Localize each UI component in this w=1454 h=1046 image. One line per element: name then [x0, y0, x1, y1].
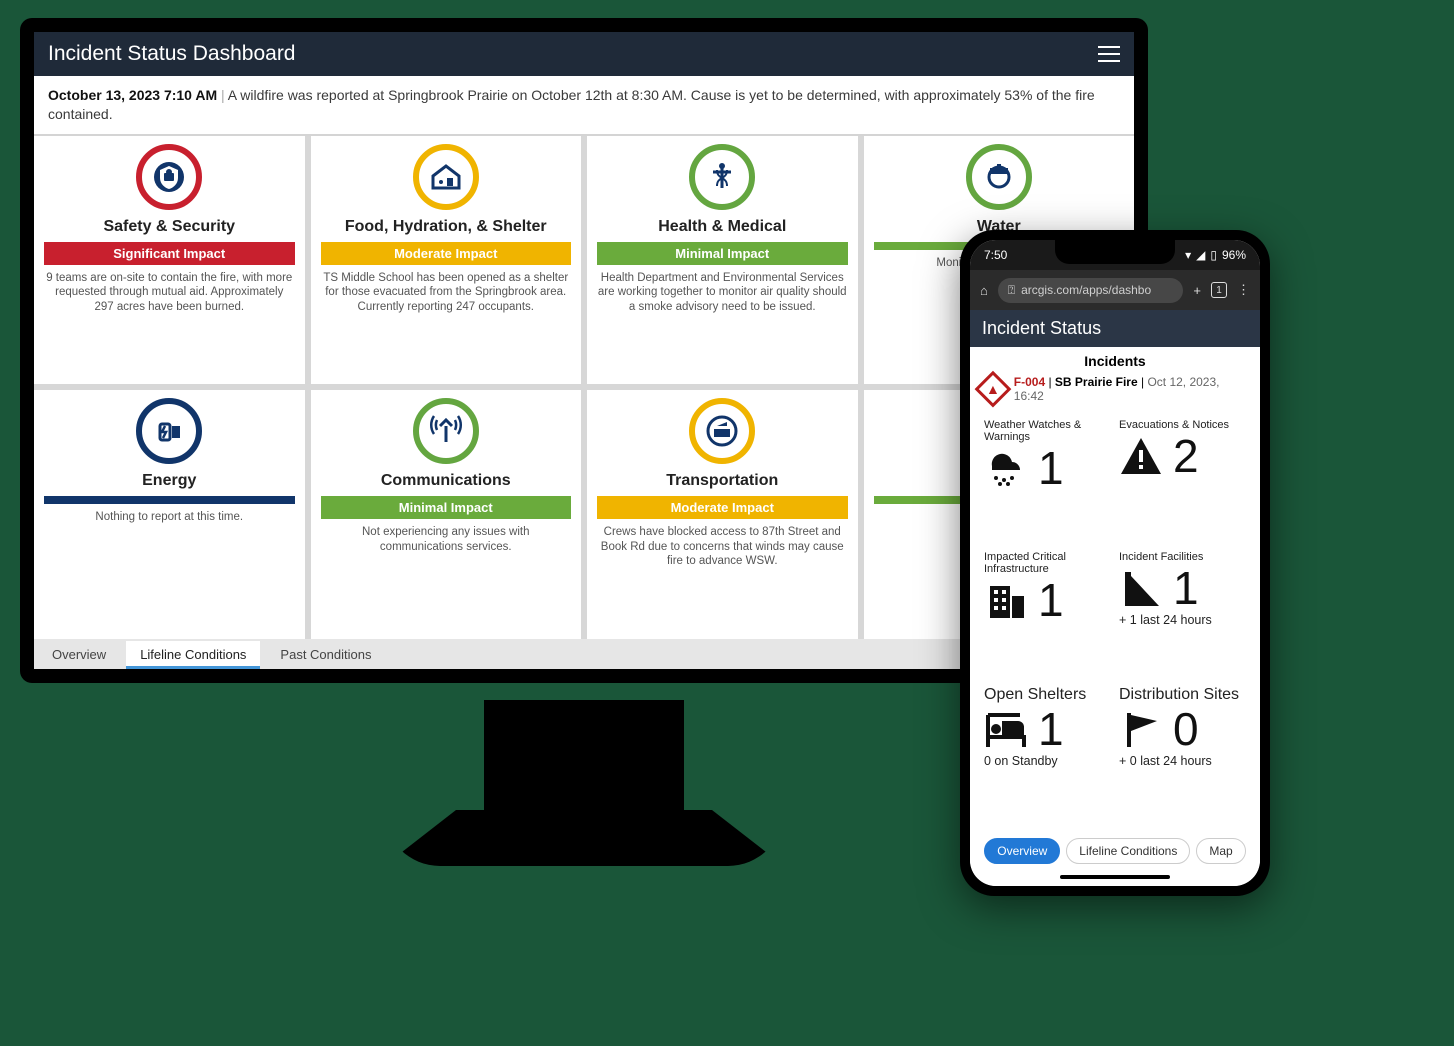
card-description: Crews have blocked access to 87th Street… — [597, 525, 848, 568]
card-title: Energy — [142, 472, 196, 490]
transport-icon — [689, 398, 755, 464]
impact-badge: Significant Impact — [44, 242, 295, 265]
impact-badge: Minimal Impact — [597, 242, 848, 265]
stat-subtext: + 0 last 24 hours — [1119, 754, 1246, 768]
lock-icon: ⍰ — [1008, 283, 1015, 298]
stat-weather[interactable]: Weather Watches & Warnings1 — [984, 419, 1111, 549]
status-timestamp: October 13, 2023 7:10 AM — [48, 87, 217, 103]
card-title: Transportation — [666, 472, 778, 490]
lifeline-card-energy[interactable]: Energy Nothing to report at this time. — [34, 390, 305, 639]
card-title: Safety & Security — [103, 218, 235, 236]
card-description: TS Middle School has been opened as a sh… — [321, 271, 572, 314]
dashboard-title: Incident Status Dashboard — [48, 42, 296, 66]
stat-value: 1 — [1038, 706, 1064, 752]
dashboard-header: Incident Status Dashboard — [34, 32, 1134, 76]
safety-icon — [136, 144, 202, 210]
stat-label: Open Shelters — [984, 686, 1111, 704]
phone-status-icons: ▾ ◢ ▯ 96% — [1185, 248, 1246, 262]
card-description: Nothing to report at this time. — [95, 510, 243, 524]
phone-tab-bar: OverviewLifeline ConditionsMap — [970, 832, 1260, 868]
stat-bed[interactable]: Open Shelters 1 0 on Standby — [984, 686, 1111, 826]
lifeline-card-food[interactable]: Food, Hydration, & Shelter Moderate Impac… — [311, 136, 582, 385]
phone-tab-map[interactable]: Map — [1196, 838, 1245, 864]
lifeline-card-transport[interactable]: Transportation Moderate Impact Crews have … — [587, 390, 858, 639]
url-field[interactable]: ⍰ arcgis.com/apps/dashbo — [998, 278, 1184, 303]
card-title: Communications — [381, 472, 511, 490]
incidents-section-title: Incidents — [970, 347, 1260, 371]
phone-app-body: Incidents ▲ F-004 | SB Prairie Fire | Oc… — [970, 347, 1260, 886]
stat-value: 0 — [1173, 706, 1199, 752]
weather-icon — [984, 446, 1028, 490]
stat-value: 2 — [1173, 433, 1199, 479]
energy-icon — [136, 398, 202, 464]
card-description: Health Department and Environmental Serv… — [597, 271, 848, 314]
stat-building[interactable]: Impacted Critical Infrastructure1 — [984, 551, 1111, 685]
stat-subtext: 0 on Standby — [984, 754, 1111, 768]
browser-url-bar: ⌂ ⍰ arcgis.com/apps/dashbo + 1 ⋮ — [970, 270, 1260, 310]
bed-icon — [984, 707, 1028, 751]
warning-icon — [1119, 434, 1163, 478]
lifeline-card-comms[interactable]: Communications Minimal Impact Not experien… — [311, 390, 582, 639]
card-title: Health & Medical — [658, 218, 786, 236]
battery-percent: 96% — [1222, 248, 1246, 262]
stat-warning[interactable]: Evacuations & Notices2 — [1119, 419, 1246, 549]
browser-menu-icon[interactable]: ⋮ — [1237, 282, 1250, 298]
phone-stats-grid: Weather Watches & Warnings1Evacuations &… — [970, 413, 1260, 832]
phone-frame: 7:50 ▾ ◢ ▯ 96% ⌂ ⍰ arcgis.com/apps/dashb… — [960, 230, 1270, 896]
tab-overview[interactable]: Overview — [38, 641, 120, 669]
stat-value: 1 — [1038, 445, 1064, 491]
phone-notch — [1055, 240, 1175, 264]
incident-name: SB Prairie Fire — [1055, 375, 1138, 389]
card-description: Not experiencing any issues with communi… — [321, 525, 572, 554]
stat-label: Incident Facilities — [1119, 551, 1246, 563]
flag-icon — [1119, 707, 1163, 751]
fire-icon: ▲ — [975, 371, 1012, 408]
phone-app-header: Incident Status — [970, 310, 1260, 347]
stat-label: Impacted Critical Infrastructure — [984, 551, 1111, 575]
impact-badge: Moderate Impact — [321, 242, 572, 265]
wifi-icon: ▾ — [1185, 248, 1191, 262]
incident-list-item[interactable]: ▲ F-004 | SB Prairie Fire | Oct 12, 2023… — [970, 371, 1260, 413]
phone-tab-lifeline-conditions[interactable]: Lifeline Conditions — [1066, 838, 1190, 864]
phone-app-title: Incident Status — [982, 318, 1101, 338]
lifeline-card-safety[interactable]: Safety & Security Significant Impact 9 tea… — [34, 136, 305, 385]
phone-tab-overview[interactable]: Overview — [984, 838, 1060, 864]
tab-lifeline-conditions[interactable]: Lifeline Conditions — [126, 641, 260, 669]
stat-label: Distribution Sites — [1119, 686, 1246, 704]
new-tab-icon[interactable]: + — [1193, 283, 1201, 298]
stat-subtext: + 1 last 24 hours — [1119, 613, 1246, 627]
incident-id: F-004 — [1014, 375, 1045, 389]
home-icon[interactable]: ⌂ — [980, 283, 988, 298]
card-title: Food, Hydration, & Shelter — [345, 218, 547, 236]
stat-label: Weather Watches & Warnings — [984, 419, 1111, 443]
url-text: arcgis.com/apps/dashbo — [1021, 283, 1151, 297]
stat-tent[interactable]: Incident Facilities 1 + 1 last 24 hours — [1119, 551, 1246, 685]
stat-value: 1 — [1038, 577, 1064, 623]
comms-icon — [413, 398, 479, 464]
food-icon — [413, 144, 479, 210]
phone-home-indicator[interactable] — [970, 868, 1260, 886]
phone-time: 7:50 — [984, 248, 1007, 262]
battery-icon: ▯ — [1210, 248, 1217, 262]
hamburger-menu-icon[interactable] — [1098, 45, 1120, 63]
tab-past-conditions[interactable]: Past Conditions — [266, 641, 385, 669]
signal-icon: ◢ — [1196, 248, 1205, 262]
impact-badge: Moderate Impact — [597, 496, 848, 519]
tent-icon — [1119, 566, 1163, 610]
monitor-stand-neck — [484, 700, 684, 820]
stat-value: 1 — [1173, 565, 1199, 611]
health-icon — [689, 144, 755, 210]
phone-screen: 7:50 ▾ ◢ ▯ 96% ⌂ ⍰ arcgis.com/apps/dashb… — [970, 240, 1260, 886]
impact-badge — [44, 496, 295, 504]
card-description: 9 teams are on-site to contain the fire,… — [44, 271, 295, 314]
stat-flag[interactable]: Distribution Sites 0 + 0 last 24 hours — [1119, 686, 1246, 826]
lifeline-card-health[interactable]: Health & Medical Minimal Impact Health Dep… — [587, 136, 858, 385]
water-icon — [966, 144, 1032, 210]
impact-badge: Minimal Impact — [321, 496, 572, 519]
building-icon — [984, 578, 1028, 622]
monitor-stand-base — [384, 810, 784, 866]
tabs-count-icon[interactable]: 1 — [1211, 282, 1227, 298]
status-banner: October 13, 2023 7:10 AM | A wildfire wa… — [34, 76, 1134, 136]
